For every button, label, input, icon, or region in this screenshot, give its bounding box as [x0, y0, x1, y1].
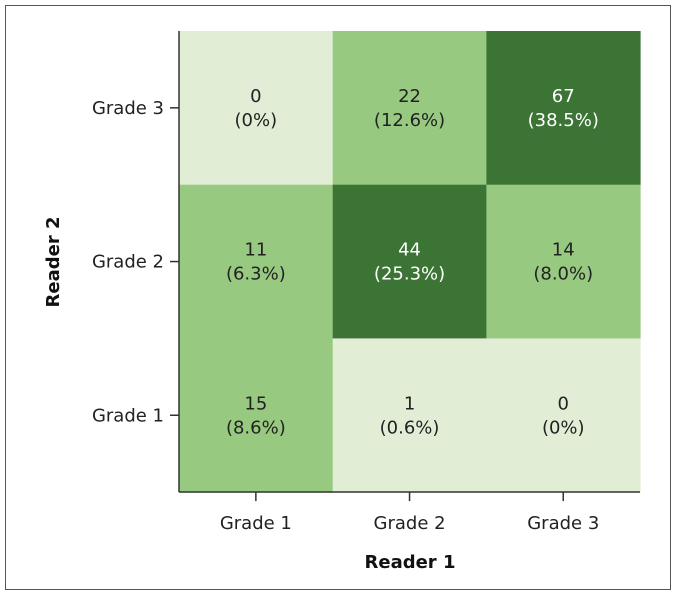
heatmap-cell	[486, 184, 641, 339]
cell-percent-label: (8.6%)	[226, 417, 286, 438]
x-tick-label: Grade 3	[527, 513, 599, 534]
y-axis-title: Reader 2	[43, 217, 64, 308]
cell-percent-label: (0%)	[542, 417, 585, 438]
cell-count-label: 11	[244, 240, 267, 261]
cell-count-label: 22	[398, 86, 421, 107]
heatmap-chart: 0 (0%) 22 (12.6%) 67 (38.5%) 11 (6.3%) 44 (25.3%)…	[43, 31, 641, 573]
y-tick-label: Grade 1	[92, 405, 164, 426]
cell-count-label: 0	[250, 86, 261, 107]
y-tick-label: Grade 3	[92, 98, 164, 119]
axis-ticks: Grade 3 Grade 2 Grade 1 Grade 1 Grade 2 Grade…	[92, 98, 599, 534]
cell-count-label: 15	[244, 393, 267, 414]
x-tick-label: Grade 1	[220, 513, 292, 534]
heatmap-cell	[332, 31, 487, 186]
cell-count-label: 44	[398, 240, 421, 261]
figure-frame: 0 (0%) 22 (12.6%) 67 (38.5%) 11 (6.3%) 44 (25.3%)…	[5, 5, 671, 590]
heatmap-cell	[332, 184, 487, 339]
cell-percent-label: (12.6%)	[374, 110, 445, 131]
heatmap-cell	[179, 338, 334, 493]
cell-count-label: 14	[552, 240, 575, 261]
heatmap-cell	[179, 184, 334, 339]
cell-percent-label: (0.6%)	[380, 417, 440, 438]
x-axis-title: Reader 1	[365, 552, 456, 573]
heatmap-cell	[332, 338, 487, 493]
cell-percent-label: (38.5%)	[528, 110, 599, 131]
heatmap-cell	[486, 31, 641, 186]
x-tick-label: Grade 2	[374, 513, 446, 534]
y-tick-label: Grade 2	[92, 252, 164, 273]
cell-percent-label: (6.3%)	[226, 264, 286, 285]
cell-percent-label: (8.0%)	[533, 264, 593, 285]
heatmap-cells: 0 (0%) 22 (12.6%) 67 (38.5%) 11 (6.3%) 44 (25.3%)…	[179, 31, 641, 493]
heatmap-cell	[486, 338, 641, 493]
heatmap-cell	[179, 31, 334, 186]
cell-count-label: 1	[404, 393, 415, 414]
cell-percent-label: (25.3%)	[374, 264, 445, 285]
cell-percent-label: (0%)	[235, 110, 278, 131]
cell-count-label: 67	[552, 86, 575, 107]
cell-count-label: 0	[558, 393, 569, 414]
